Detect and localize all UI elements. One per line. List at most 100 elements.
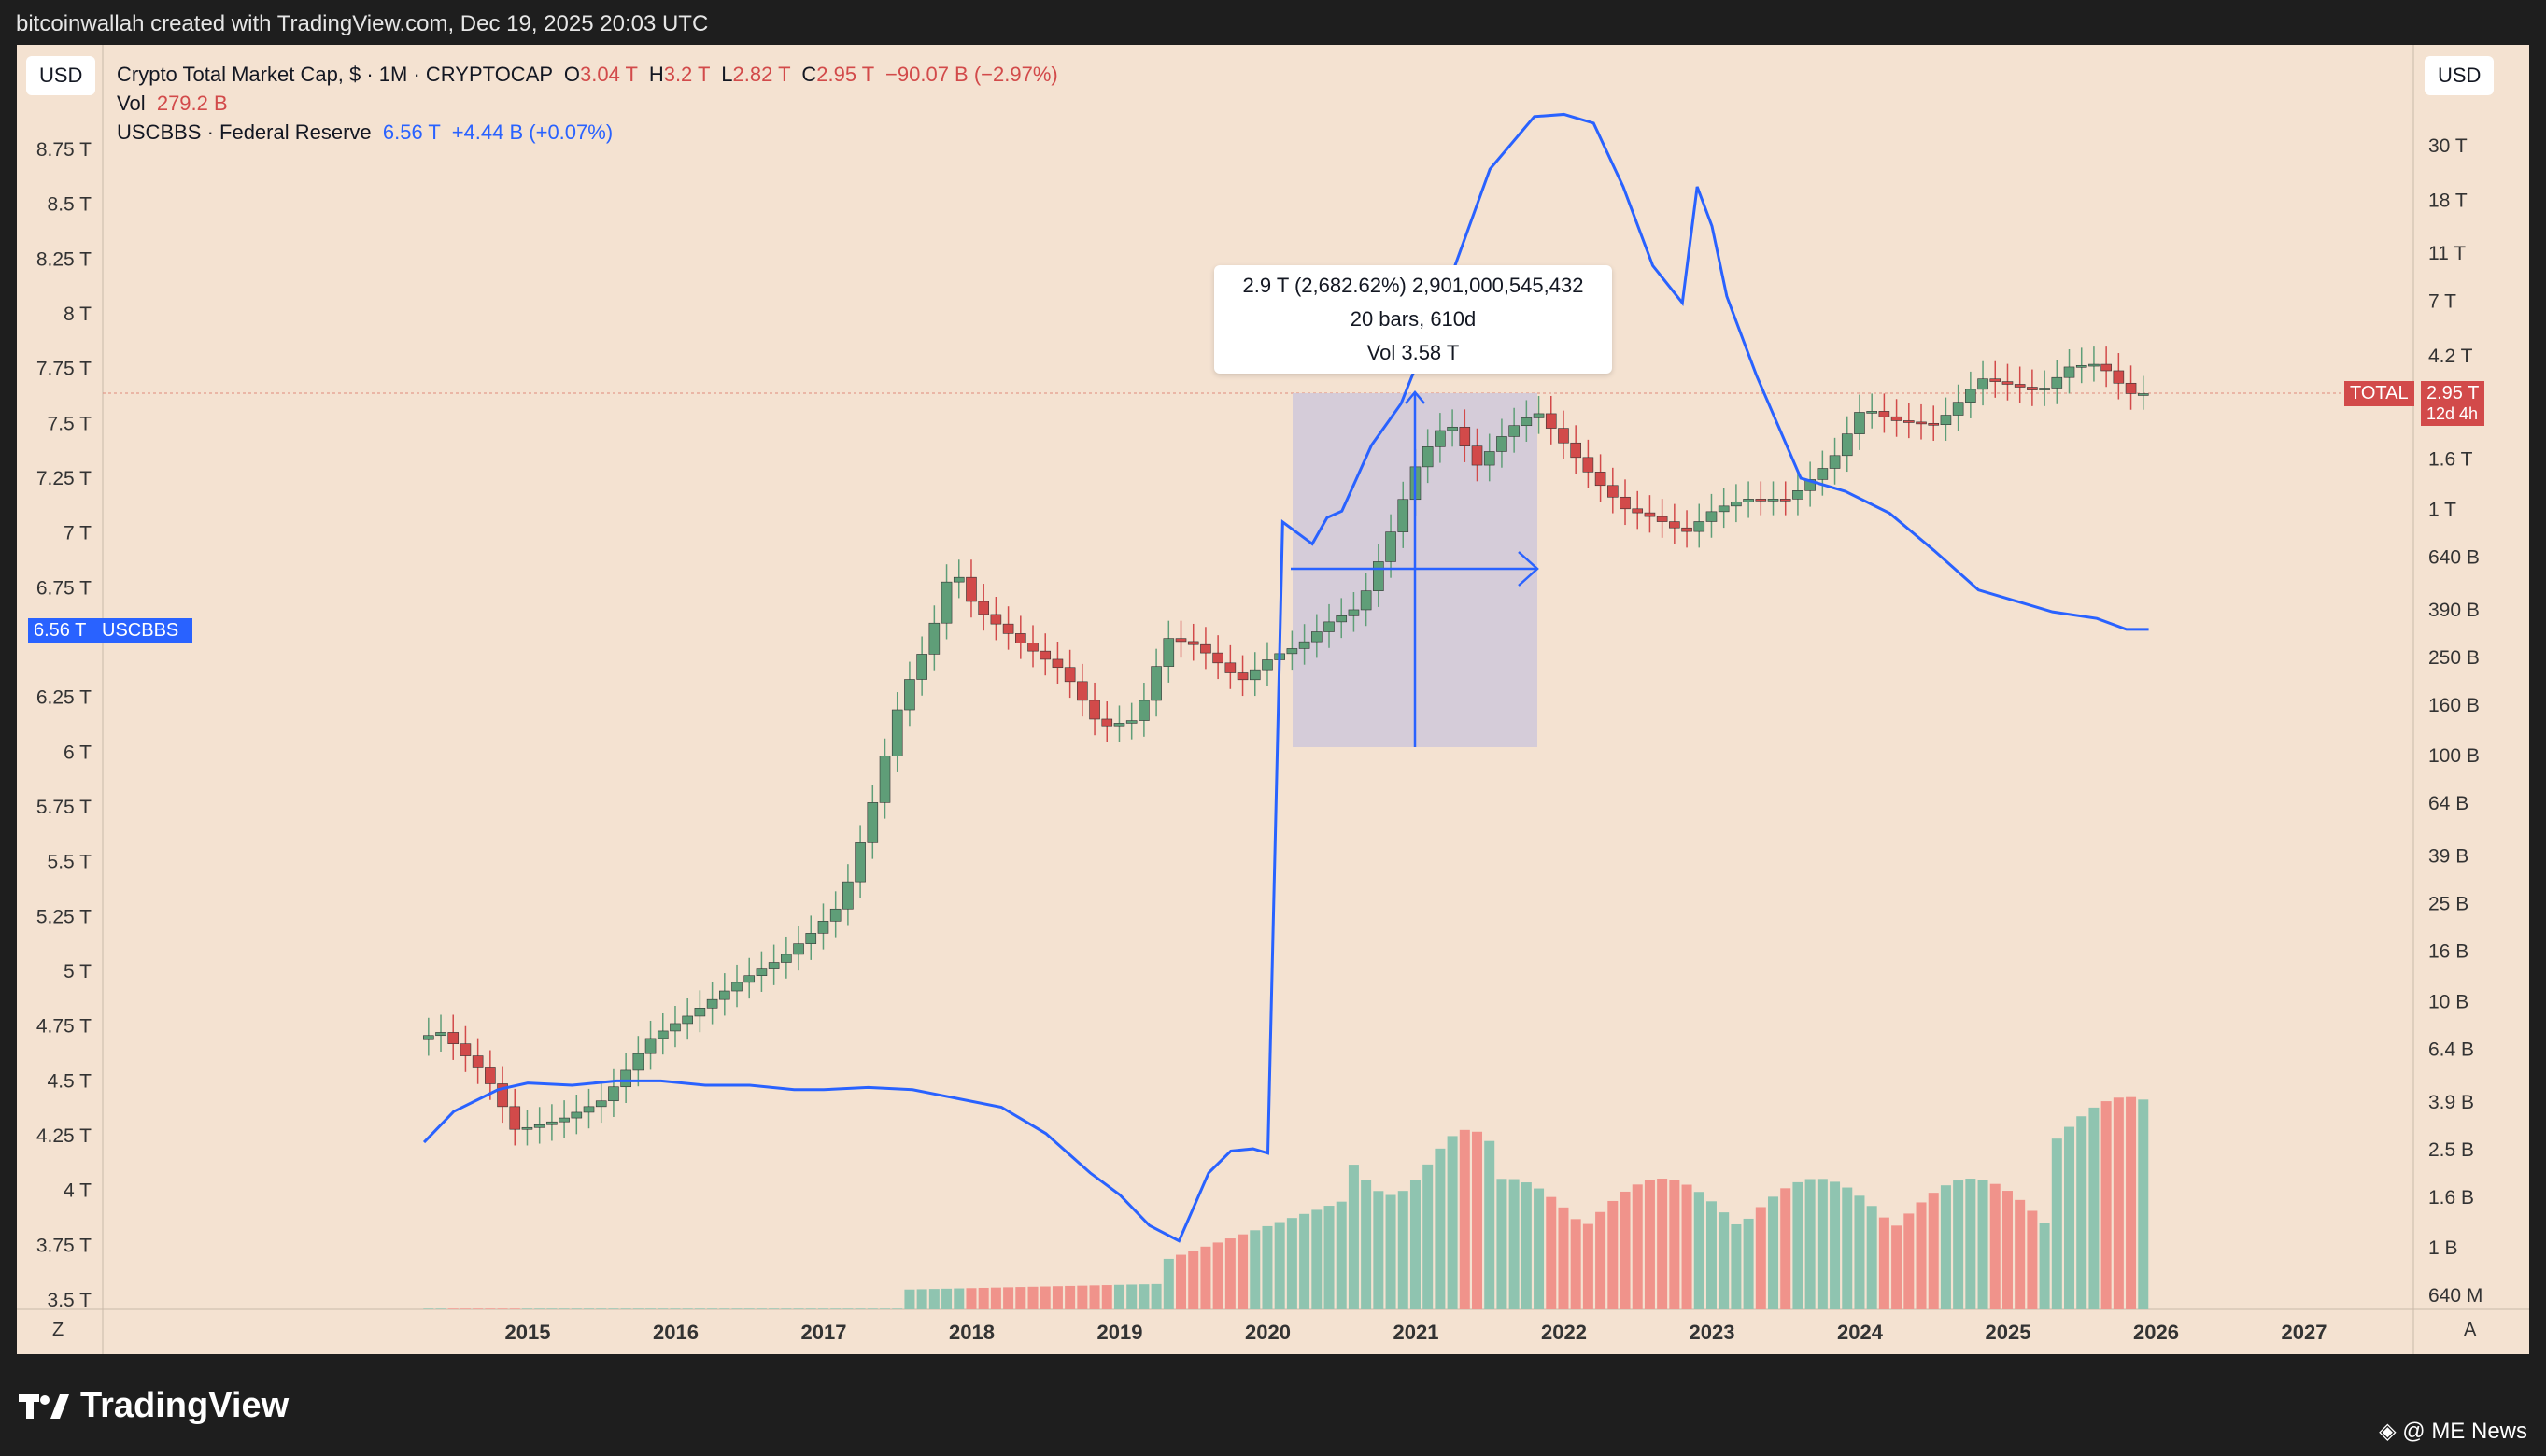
- volume-bar: [1176, 1254, 1187, 1309]
- left-axis-tick: 8.5 T: [48, 194, 92, 216]
- volume-bar: [1151, 1283, 1162, 1309]
- volume-bar: [1311, 1209, 1323, 1309]
- candle-body: [571, 1111, 583, 1119]
- legend-fed-label[interactable]: USCBBS · Federal Reserve: [117, 120, 372, 144]
- legend-symbol[interactable]: Crypto Total Market Cap, $ · 1M · CRYPTO…: [117, 63, 553, 86]
- volume-bar: [632, 1308, 644, 1309]
- tradingview-logo[interactable]: TradingView: [19, 1386, 289, 1426]
- candle-body: [1040, 650, 1052, 660]
- volume-bar: [978, 1287, 989, 1309]
- candle-body: [1829, 455, 1841, 469]
- credit-logo-icon: ◈: [2379, 1419, 2397, 1444]
- right-axis-tick: 250 B: [2428, 647, 2480, 669]
- volume-bar: [2064, 1126, 2075, 1309]
- volume-bar: [1126, 1284, 1138, 1309]
- volume-bar: [694, 1308, 705, 1309]
- candle-body: [1940, 415, 1952, 426]
- candle-body: [1731, 501, 1742, 507]
- right-axis-tick: 1 B: [2428, 1237, 2458, 1259]
- right-axis-tick: 10 B: [2428, 991, 2468, 1012]
- candle-body: [842, 881, 854, 910]
- candle-body: [1459, 426, 1471, 446]
- right-currency-button[interactable]: USD: [2425, 56, 2495, 95]
- right-axis-tick: 2.5 B: [2428, 1139, 2474, 1161]
- volume-bar: [1472, 1131, 1483, 1309]
- left-axis-tick: 8.25 T: [36, 248, 92, 270]
- fed-tag-name: USCBBS: [102, 620, 179, 641]
- tradingview-logo-text: TradingView: [80, 1386, 290, 1425]
- volume-bar: [1657, 1179, 1668, 1309]
- candle-body: [1139, 700, 1150, 721]
- volume-bar: [954, 1288, 965, 1309]
- volume-bar: [1323, 1206, 1335, 1309]
- candle-body: [1435, 430, 1446, 447]
- volume-bar: [1163, 1258, 1174, 1309]
- volume-bar: [497, 1308, 508, 1309]
- chart-credit: bitcoinwallah created with TradingView.c…: [16, 11, 709, 36]
- volume-bar: [1385, 1194, 1396, 1309]
- candle-body: [2039, 388, 2050, 390]
- candle-body: [1965, 389, 1976, 403]
- candle-body: [657, 1030, 669, 1039]
- candle-body: [1483, 451, 1495, 466]
- candle-body: [1681, 527, 1692, 532]
- candle-body: [1311, 631, 1323, 643]
- volume-bar: [608, 1308, 619, 1309]
- candle-body: [1163, 638, 1175, 667]
- volume-bar: [2138, 1099, 2149, 1309]
- legend-change: −90.07 B (−2.97%): [885, 63, 1058, 86]
- volume-bar: [1435, 1148, 1446, 1309]
- volume-bar: [534, 1308, 545, 1309]
- candle-body: [916, 654, 927, 680]
- candle-body: [1743, 499, 1754, 502]
- volume-bar: [731, 1308, 743, 1309]
- candle-body: [1693, 521, 1705, 532]
- volume-bar: [596, 1308, 607, 1309]
- candle-body: [1249, 669, 1261, 681]
- legend-volume-row: Vol 279.2 B: [117, 89, 1058, 118]
- left-axis-tick: 6.75 T: [36, 577, 92, 599]
- volume-bar: [1015, 1287, 1026, 1309]
- legend-vol-label[interactable]: Vol: [117, 92, 146, 115]
- auto-scale-button[interactable]: A: [2464, 1320, 2477, 1340]
- volume-bar: [1632, 1184, 1643, 1309]
- left-axis-tick: 5 T: [64, 961, 92, 982]
- candle-body: [497, 1083, 508, 1108]
- left-axis-tick: 8 T: [64, 304, 92, 325]
- fed-balance-line[interactable]: [422, 112, 2149, 1243]
- candle-body: [719, 990, 730, 1000]
- candle-body: [706, 998, 718, 1009]
- candle-body: [867, 802, 879, 843]
- volume-bar: [867, 1308, 878, 1309]
- candle-body: [1447, 426, 1458, 431]
- left-currency-button[interactable]: USD: [26, 56, 96, 95]
- right-axis-tick: 64 B: [2428, 793, 2468, 814]
- candle-body: [1286, 648, 1298, 655]
- volume-bar: [1373, 1191, 1384, 1309]
- volume-bar: [1113, 1284, 1124, 1309]
- volume-bar: [1804, 1179, 1816, 1309]
- left-axis-tick: 5.5 T: [48, 852, 92, 873]
- volume-bar: [1866, 1206, 1877, 1309]
- right-axis-tick: 1 T: [2428, 499, 2456, 520]
- z-scale-button[interactable]: Z: [52, 1320, 64, 1340]
- right-axis-tick: 25 B: [2428, 894, 2468, 915]
- volume-bar: [1570, 1219, 1581, 1309]
- left-axis-tick: 4.75 T: [36, 1016, 92, 1038]
- x-axis-tick: 2026: [2133, 1321, 2179, 1344]
- right-axis-tick: 1.6 B: [2428, 1187, 2474, 1209]
- candle-body: [1101, 718, 1113, 727]
- candle-body: [1175, 638, 1187, 643]
- volume-bar: [1188, 1251, 1199, 1309]
- candle-body: [608, 1086, 619, 1102]
- volume-bar: [1620, 1191, 1631, 1309]
- candle-body: [1705, 511, 1718, 522]
- volume-bar: [793, 1308, 804, 1309]
- volume-bar: [1089, 1285, 1100, 1309]
- volume-bar: [1200, 1246, 1211, 1309]
- candle-body: [1977, 378, 1988, 390]
- candle-body: [1089, 700, 1100, 720]
- total-last-value-tag: 2.95 T 12d 4h: [2421, 381, 2485, 426]
- volume-bar: [707, 1308, 718, 1309]
